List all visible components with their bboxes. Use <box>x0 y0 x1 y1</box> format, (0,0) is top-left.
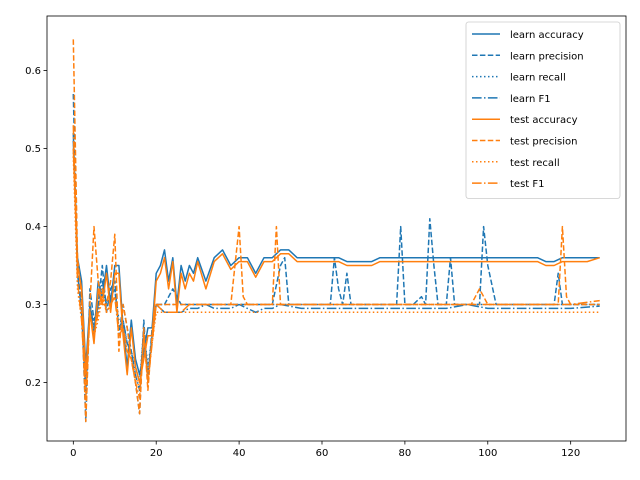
x-tick-label: 120 <box>561 448 580 459</box>
y-tick-label: 0.6 <box>25 66 41 77</box>
legend-label: test accuracy <box>510 115 578 126</box>
series-line-test-accuracy <box>72 148 600 384</box>
x-tick-label: 40 <box>233 448 246 459</box>
legend-label: test F1 <box>510 179 545 190</box>
series-line-test-recall <box>72 156 600 392</box>
legend-label: test precision <box>510 137 578 148</box>
x-tick-label: 100 <box>478 448 497 459</box>
legend-label: learn precision <box>510 51 584 62</box>
legend-label: learn recall <box>510 73 566 84</box>
legend-label: learn accuracy <box>510 30 584 41</box>
plot-area <box>72 39 600 423</box>
x-axis: 0 20 40 60 80 100 120 <box>70 441 580 459</box>
y-tick-label: 0.5 <box>25 144 41 155</box>
x-tick-label: 80 <box>399 448 412 459</box>
y-axis: 0.2 0.3 0.4 0.5 0.6 <box>25 66 47 389</box>
y-tick-label: 0.3 <box>25 300 41 311</box>
series-line-learn-precision <box>72 93 600 423</box>
axes-frame <box>46 15 627 442</box>
legend-label: test recall <box>510 158 560 169</box>
x-tick-label: 0 <box>70 448 76 459</box>
series-line-learn-f1 <box>72 132 600 392</box>
x-tick-label: 20 <box>150 448 163 459</box>
legend: learn accuracy learn precision learn recal… <box>465 21 621 199</box>
x-tick-label: 60 <box>316 448 329 459</box>
y-tick-label: 0.2 <box>25 378 41 389</box>
y-tick-label: 0.4 <box>25 222 41 233</box>
legend-box <box>465 21 621 199</box>
legend-label: learn F1 <box>510 94 551 105</box>
series-line-test-f1 <box>72 125 600 399</box>
